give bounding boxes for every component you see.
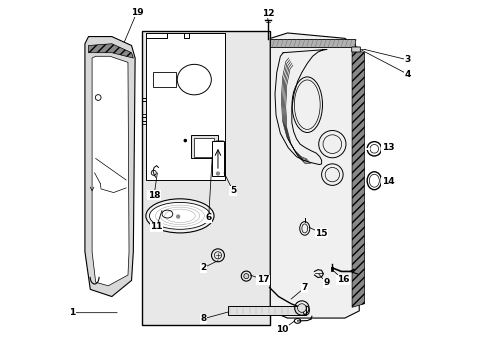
FancyBboxPatch shape	[153, 72, 176, 87]
Circle shape	[244, 274, 248, 279]
Circle shape	[183, 139, 187, 142]
Text: 6: 6	[205, 157, 212, 222]
Circle shape	[215, 171, 220, 176]
Text: 9: 9	[318, 274, 329, 287]
FancyBboxPatch shape	[193, 138, 214, 157]
FancyBboxPatch shape	[351, 47, 360, 52]
FancyBboxPatch shape	[215, 141, 223, 153]
Text: 16: 16	[333, 271, 348, 284]
Text: 3: 3	[364, 49, 410, 64]
Circle shape	[176, 215, 180, 219]
Text: 2: 2	[200, 261, 218, 273]
FancyBboxPatch shape	[212, 140, 223, 176]
Text: 14: 14	[381, 177, 393, 186]
FancyBboxPatch shape	[190, 135, 217, 158]
FancyBboxPatch shape	[228, 306, 305, 315]
Text: 11: 11	[150, 211, 163, 231]
Text: 19: 19	[124, 8, 143, 42]
Text: 1: 1	[69, 308, 117, 317]
Text: 7: 7	[290, 283, 307, 299]
Ellipse shape	[145, 199, 214, 233]
Text: 18: 18	[147, 173, 160, 199]
Text: 15: 15	[308, 227, 327, 238]
Polygon shape	[88, 44, 133, 58]
Text: 5: 5	[224, 173, 236, 195]
Text: 10: 10	[275, 321, 294, 334]
Ellipse shape	[149, 202, 210, 229]
Polygon shape	[270, 33, 359, 318]
Polygon shape	[85, 37, 135, 297]
Text: 17: 17	[250, 275, 269, 284]
Polygon shape	[351, 49, 364, 307]
Text: 13: 13	[381, 143, 393, 152]
FancyBboxPatch shape	[142, 31, 269, 325]
Text: 8: 8	[200, 312, 228, 323]
FancyBboxPatch shape	[145, 33, 224, 180]
Polygon shape	[92, 56, 129, 286]
Circle shape	[297, 304, 305, 312]
FancyBboxPatch shape	[270, 40, 354, 47]
Text: 12: 12	[261, 9, 273, 20]
Text: 4: 4	[361, 50, 410, 79]
